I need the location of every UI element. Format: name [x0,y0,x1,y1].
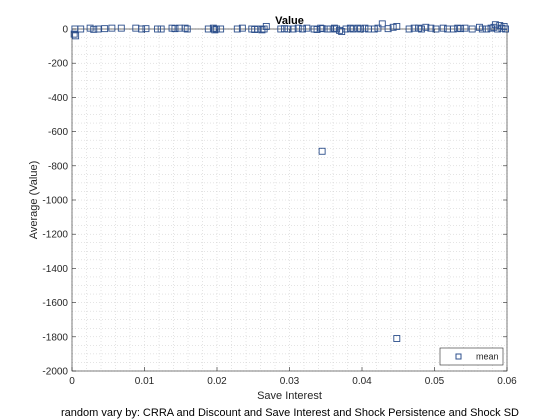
data-point [72,32,80,40]
x-tick-label: 0.03 [280,376,300,387]
data-point [378,20,386,28]
data-point [142,25,150,33]
data-point [317,24,325,32]
data-point [449,25,457,33]
y-tick-label: -200 [48,59,68,70]
data-point [108,24,116,32]
data-point [370,25,378,33]
data-point [77,25,85,33]
data-point [117,24,125,32]
data-point [349,25,357,33]
data-point [313,26,321,33]
data-point [418,25,425,33]
y-tick-label: -1600 [42,298,68,309]
data-point [299,25,306,33]
data-point [461,24,469,32]
data-point [357,25,364,33]
x-tick-label: 0 [69,376,75,387]
y-tick-label: -600 [48,127,68,138]
data-point [326,25,334,33]
legend-entry-mean: mean [476,352,499,362]
data-point [393,22,401,30]
legend: mean [439,347,504,366]
y-axis-ticks: -2000-1800-1600-1400-1200-1000-800-600-4… [42,25,507,378]
data-point [280,25,288,33]
data-point [342,25,350,33]
data-point [204,25,212,33]
data-point [318,147,326,155]
figure-caption: random vary by: CRRA and Discount and Sa… [61,407,519,419]
data-point [405,25,413,33]
y-tick-label: -1800 [42,332,68,343]
x-tick-label: 0.02 [207,376,227,387]
x-tick-label: 0.04 [352,376,372,387]
data-point [491,21,499,29]
y-tick-label: -800 [48,161,68,172]
x-tick-label: 0.01 [135,376,155,387]
data-point [439,24,447,32]
data-point [233,25,241,33]
data-points [70,20,509,342]
data-point [181,24,189,32]
data-point [331,24,338,32]
data-point [410,24,418,32]
data-point [336,26,343,34]
data-point [289,25,297,33]
data-point [483,25,491,33]
y-axis-label: Average (Value) [28,161,40,239]
data-point [284,25,292,33]
legend-box [439,347,504,366]
chart-title: Value [275,15,304,27]
data-point [457,25,465,33]
y-tick-label: -1400 [42,264,68,275]
data-point [238,24,246,32]
data-point [86,24,94,32]
data-point [70,30,78,38]
data-point [217,25,225,33]
data-point [502,25,509,33]
data-point [361,24,369,32]
x-axis-label: Save Interest [257,390,322,402]
data-point [94,25,102,33]
legend-marker-icon [455,353,462,360]
y-tick-label: 0 [62,25,68,36]
data-point [154,25,162,33]
data-point [171,25,179,33]
data-point [384,25,392,33]
y-tick-label: -1000 [42,196,68,207]
data-point [157,25,165,33]
data-point [422,23,430,31]
data-point [498,24,506,32]
data-point [318,25,326,33]
data-point [262,22,270,30]
data-point [90,25,98,33]
data-point [389,23,397,31]
data-point [277,25,285,33]
data-point [393,335,401,342]
data-point [432,25,440,33]
data-point [254,25,262,33]
data-point [138,25,146,33]
data-point [427,24,435,32]
data-point [212,25,220,33]
data-point [374,24,382,32]
data-point [101,25,109,33]
data-point [294,24,302,32]
data-point [303,24,311,32]
y-tick-label: -400 [48,93,68,104]
data-point [478,25,486,33]
y-tick-label: -1200 [42,230,68,241]
x-tick-label: 0.06 [497,376,517,387]
data-point [183,25,191,33]
data-point [468,25,476,33]
y-tick-label: -2000 [42,367,68,378]
x-tick-label: 0.05 [425,376,445,387]
